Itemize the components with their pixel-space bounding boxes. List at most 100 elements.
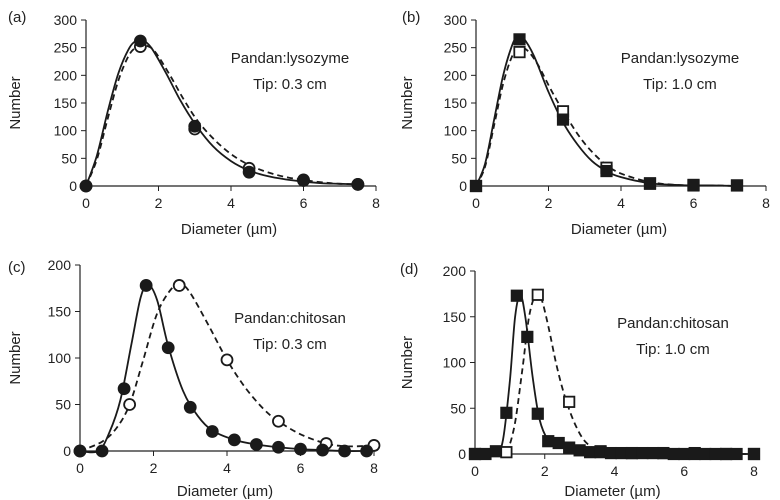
- series-filled-point: [188, 119, 202, 133]
- series-filled-point: [297, 173, 310, 187]
- series-filled-point: [600, 164, 613, 178]
- series-filled-point: [594, 446, 607, 459]
- x-tick-label: 0: [471, 463, 479, 479]
- series-open-point: [513, 45, 526, 59]
- series-filled-point: [479, 447, 492, 461]
- series-filled-point: [242, 165, 256, 179]
- y-tick-label: 250: [54, 40, 78, 56]
- x-tick-label: 2: [541, 463, 549, 479]
- series-open-curve: [79, 283, 375, 452]
- panel-label: (c): [8, 259, 26, 276]
- y-tick-label: 0: [69, 178, 77, 194]
- series-filled-point: [604, 446, 618, 460]
- series-filled-point: [531, 407, 544, 420]
- y-tick-label: 300: [54, 12, 78, 28]
- y-axis-label: Number: [399, 76, 416, 129]
- x-tick-label: 8: [372, 195, 380, 211]
- series-filled-point: [117, 382, 131, 396]
- y-tick-label: 300: [444, 12, 468, 28]
- panel-a: (a) 0 50 100 150 200 250 300 0 2 4 6 8 Diameter (µm) N…: [7, 9, 380, 238]
- series-filled-point: [556, 113, 570, 126]
- series-filled-point: [227, 433, 241, 447]
- series-filled-point: [139, 279, 153, 292]
- series-filled-point: [657, 446, 670, 460]
- series-filled-point: [552, 436, 565, 450]
- x-tick-label: 2: [155, 195, 163, 211]
- series-filled-point: [316, 443, 329, 457]
- y-axis-label: Number: [7, 76, 24, 129]
- x-tick-label: 0: [76, 460, 84, 476]
- series-filled-point: [360, 444, 374, 458]
- y-tick-label: 150: [444, 95, 468, 111]
- series-filled-point: [730, 447, 743, 461]
- y-tick-label: 250: [444, 40, 468, 56]
- x-tick-label: 2: [150, 460, 158, 476]
- series-filled-point: [73, 444, 87, 458]
- series-open-point: [531, 288, 544, 301]
- y-tick-label: 150: [48, 304, 72, 320]
- annotation-line: Pandan:chitosan: [234, 310, 346, 327]
- annotation-line: Tip: 1.0 cm: [643, 76, 717, 93]
- annotation-line: Pandan:lysozyme: [231, 50, 349, 67]
- series-filled-point: [643, 177, 657, 190]
- x-tick-label: 2: [545, 195, 553, 211]
- x-tick-label: 6: [300, 195, 308, 211]
- x-tick-label: 6: [297, 460, 305, 476]
- y-tick-label: 150: [443, 309, 467, 325]
- series-open-point: [272, 414, 285, 428]
- y-tick-label: 200: [48, 257, 72, 273]
- series-filled-point: [542, 435, 555, 448]
- x-tick-label: 4: [617, 195, 625, 211]
- series-filled-point: [469, 179, 483, 193]
- series-filled-point: [667, 447, 680, 461]
- series-open-curve: [85, 43, 358, 187]
- series-filled-point: [699, 447, 712, 461]
- annotation-line: Tip: 1.0 cm: [636, 341, 710, 358]
- series-filled-point: [294, 442, 307, 456]
- panel-label: (b): [402, 9, 420, 26]
- x-axis-label: Diameter (µm): [571, 221, 667, 238]
- x-tick-label: 8: [750, 463, 758, 479]
- series-open-point: [123, 398, 137, 411]
- series-filled-point: [351, 177, 365, 191]
- series-filled-point: [615, 446, 628, 460]
- panel-c: (c) 0 50 100 150 200 0 2 4 6 8 Diameter (µm) Number P…: [7, 257, 381, 500]
- x-tick-label: 8: [370, 460, 378, 476]
- annotation-line: Pandan:lysozyme: [621, 50, 739, 67]
- y-tick-label: 200: [54, 67, 78, 83]
- panel-d: (d) 0 50 100 150 200 0 2 4 6 8 Diameter (µm) Number P…: [399, 261, 761, 500]
- series-filled-point: [205, 425, 219, 438]
- y-axis-label: Number: [7, 331, 24, 384]
- y-tick-label: 100: [48, 350, 72, 366]
- series-open-point: [500, 446, 513, 459]
- y-tick-label: 200: [443, 263, 467, 279]
- series-filled-point: [513, 33, 526, 46]
- x-tick-label: 6: [680, 463, 688, 479]
- y-tick-label: 100: [54, 123, 78, 139]
- series-open-point: [220, 353, 234, 367]
- series-filled-point: [646, 446, 659, 460]
- x-tick-label: 4: [223, 460, 231, 476]
- series-filled-point: [625, 446, 639, 460]
- x-tick-label: 0: [82, 195, 90, 211]
- series-filled-point: [687, 178, 700, 191]
- series-filled-point: [249, 438, 263, 451]
- annotation-line: Pandan:chitosan: [617, 315, 729, 332]
- y-tick-label: 150: [54, 95, 78, 111]
- panel-label: (d): [400, 261, 418, 278]
- y-axis-label: Number: [399, 336, 416, 389]
- series-filled-point: [720, 447, 733, 461]
- series-filled-point: [489, 445, 503, 458]
- series-filled-point: [95, 444, 109, 458]
- series-filled-point: [730, 179, 744, 192]
- series-filled-point: [161, 341, 175, 355]
- x-tick-label: 4: [611, 463, 619, 479]
- x-axis-label: Diameter (µm): [564, 483, 660, 500]
- y-tick-label: 50: [450, 400, 466, 416]
- series-filled-point: [563, 441, 576, 454]
- series-filled-point: [468, 447, 482, 461]
- series-filled-point: [272, 440, 285, 454]
- series-filled-point: [583, 446, 597, 459]
- series-filled-point: [79, 179, 93, 193]
